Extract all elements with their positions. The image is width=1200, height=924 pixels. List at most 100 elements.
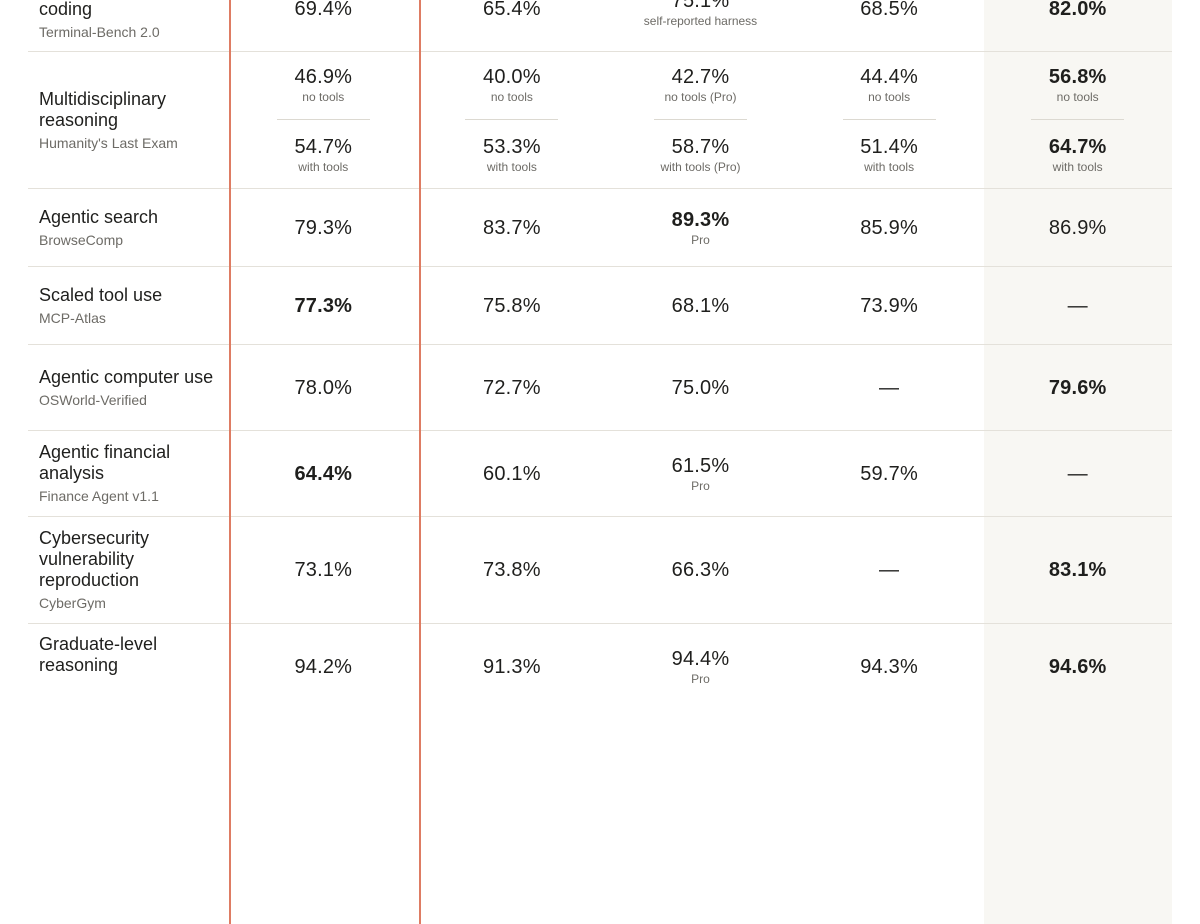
row-benchmark: OSWorld-Verified [39,391,147,408]
score-cell: 75.1% self-reported harness [606,0,795,51]
score-cell: 72.7% [418,345,607,430]
score-value-with-tools: 53.3% [483,136,541,158]
score-value: 85.9% [860,216,918,239]
score-value-unavailable: — [878,559,900,581]
table-row-agentic-coding: coding Terminal-Bench 2.0 69.4% 65.4% 75… [28,0,1172,52]
sub-divider [465,119,559,120]
score-note: Pro [691,672,710,686]
row-title: coding [39,0,93,19]
row-title: Agentic financial analysis [39,442,171,483]
score-value: 73.1% [294,559,353,581]
score-value-unavailable: — [1067,462,1088,485]
score-cell: 77.3% [229,267,418,344]
row-title: Agentic search [39,206,159,227]
score-note: no tools [302,90,345,104]
score-cell: 79.3% [229,189,418,266]
score-value: 73.8% [483,559,541,581]
score-cell: 73.1% [229,517,418,623]
score-note: no tools [490,90,533,104]
row-label: Agentic financial analysis Finance Agent… [28,431,229,516]
score-value-no-tools: 46.9% [294,66,353,88]
score-note: no tools [868,90,911,104]
score-note: with tools [1052,160,1103,174]
score-note: with tools [298,160,349,174]
accent-column-border-right [419,0,421,924]
row-title: Agentic computer use [39,366,214,387]
score-note: self-reported harness [643,14,758,28]
score-value: 78.0% [294,376,353,399]
score-cell: 68.1% [606,267,795,344]
table-row-scaled-tool-use: Scaled tool use MCP-Atlas 77.3% 75.8% 68… [28,267,1172,345]
score-cell-split: 40.0% no tools 53.3% with tools [418,52,607,188]
row-label: Cybersecurity vulnerability reproduction… [28,517,229,623]
score-value-no-tools: 40.0% [483,66,541,88]
score-value: 94.4% [671,648,730,670]
score-cell: 66.3% [606,517,795,623]
score-cell-split: 56.8% no tools 64.7% with tools [983,52,1172,188]
row-label: Scaled tool use MCP-Atlas [28,267,229,344]
score-value: 59.7% [860,462,918,485]
row-benchmark: Humanity's Last Exam [39,134,178,151]
score-value: 79.3% [294,216,353,239]
score-value-with-tools: 58.7% [671,136,730,158]
accent-column-border-left [229,0,231,924]
score-cell: 79.6% [983,345,1172,430]
score-note: with tools [864,160,915,174]
score-value: 66.3% [671,559,730,581]
row-benchmark: MCP-Atlas [39,309,106,326]
score-value: 94.2% [294,656,353,678]
score-value: 77.3% [294,294,353,317]
score-cell: — [795,517,984,623]
score-value-with-tools: 64.7% [1048,136,1107,158]
score-cell: 59.7% [795,431,984,516]
row-label: coding Terminal-Bench 2.0 [28,0,229,51]
score-value: 68.1% [671,294,730,317]
score-note: no tools [1056,90,1099,104]
score-value: 61.5% [671,454,730,477]
score-value-no-tools: 44.4% [860,66,918,88]
score-note: no tools (Pro) [664,90,737,104]
score-value: 83.1% [1048,559,1107,581]
score-cell: 94.2% [229,624,418,724]
score-cell: 68.5% [795,0,984,51]
row-label: Agentic search BrowseComp [28,189,229,266]
score-cell: 83.7% [418,189,607,266]
score-note: with tools [486,160,537,174]
score-value: 68.5% [860,0,918,20]
row-label: Agentic computer use OSWorld-Verified [28,345,229,430]
score-cell: 89.3% Pro [606,189,795,266]
score-note: Pro [691,478,710,493]
score-value: 89.3% [671,208,730,231]
score-value-with-tools: 51.4% [860,136,918,158]
score-cell: 82.0% [983,0,1172,51]
score-cell: 86.9% [983,189,1172,266]
score-value: 75.0% [671,376,730,399]
score-value: 94.6% [1048,656,1107,678]
score-cell-split: 44.4% no tools 51.4% with tools [795,52,984,188]
table-row-agentic-financial-analysis: Agentic financial analysis Finance Agent… [28,431,1172,517]
score-cell-split: 46.9% no tools 54.7% with tools [229,52,418,188]
score-value-unavailable: — [878,376,900,399]
score-cell: 69.4% [229,0,418,51]
score-cell: 83.1% [983,517,1172,623]
score-value: 91.3% [483,656,541,678]
sub-divider [653,119,747,120]
score-note: Pro [691,232,710,247]
score-value: 60.1% [483,462,541,485]
table-row-graduate-level-reasoning: Graduate-level reasoning 94.2% 91.3% 94.… [28,624,1172,724]
score-value-no-tools: 56.8% [1048,66,1107,88]
score-cell: 60.1% [418,431,607,516]
score-value: 86.9% [1048,216,1107,239]
score-value: 72.7% [483,376,541,399]
score-cell: — [983,267,1172,344]
sub-divider [276,119,370,120]
score-cell: 64.4% [229,431,418,516]
sub-divider [842,119,936,120]
score-cell: 78.0% [229,345,418,430]
score-cell: 94.4% Pro [606,624,795,724]
score-cell: 91.3% [418,624,607,724]
row-title: Multidisciplinary reasoning [39,88,167,130]
row-benchmark: Terminal-Bench 2.0 [39,24,160,40]
score-note: with tools (Pro) [660,160,741,174]
row-label: Graduate-level reasoning [28,624,229,724]
